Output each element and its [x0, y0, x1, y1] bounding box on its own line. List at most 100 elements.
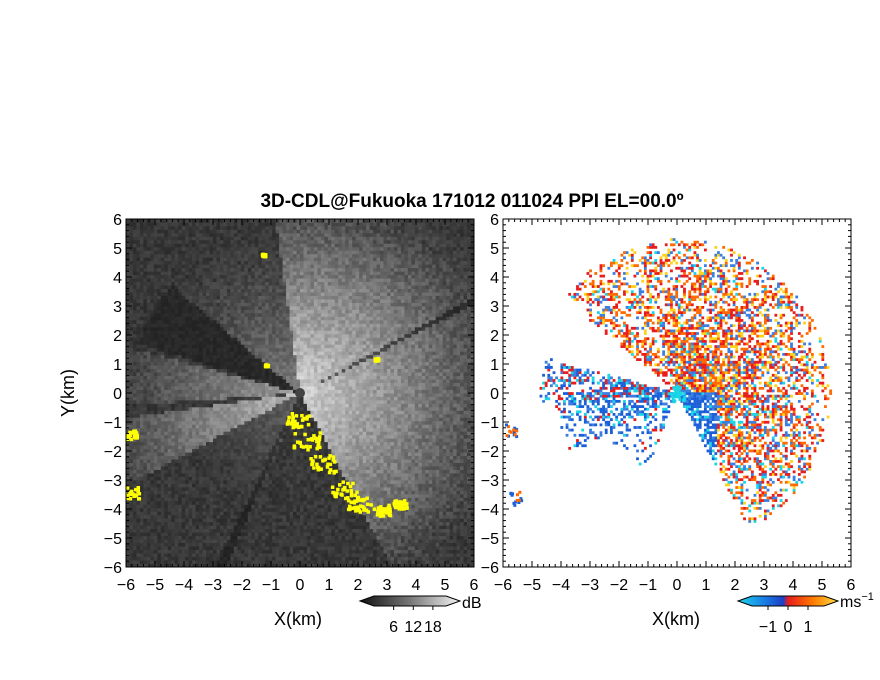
reflectivity-cell — [188, 292, 193, 296]
reflectivity-cell — [206, 302, 210, 307]
reflectivity-cell — [275, 493, 280, 498]
reflectivity-cell — [247, 382, 252, 387]
reflectivity-cell — [150, 267, 155, 272]
reflectivity-cell — [230, 403, 235, 408]
reflectivity-cell — [167, 309, 172, 314]
reflectivity-cell — [185, 497, 190, 502]
reflectivity-cell — [164, 500, 169, 505]
reflectivity-cell — [136, 441, 141, 446]
reflectivity-cell — [251, 347, 256, 352]
reflectivity-cell — [143, 243, 148, 248]
reflectivity-cell — [185, 528, 190, 533]
reflectivity-cell — [199, 326, 203, 331]
reflectivity-cell — [157, 379, 162, 383]
reflectivity-cell — [268, 424, 273, 429]
reflectivity-cell — [289, 323, 294, 328]
reflectivity-cell — [209, 514, 214, 519]
reflectivity-cell — [275, 427, 280, 432]
reflectivity-cell — [293, 399, 297, 404]
reflectivity-cell — [202, 413, 207, 418]
reflectivity-cell — [160, 323, 165, 328]
reflectivity-cell — [296, 497, 301, 502]
reflectivity-cell — [223, 312, 228, 317]
reflectivity-cell — [192, 351, 196, 356]
reflectivity-cell — [146, 253, 151, 258]
reflectivity-cell — [150, 386, 155, 390]
reflectivity-cell — [261, 539, 266, 544]
reflectivity-cell — [171, 264, 176, 269]
reflectivity-cell — [213, 253, 217, 258]
reflectivity-cell — [268, 556, 273, 561]
reflectivity-cell — [206, 438, 210, 443]
reflectivity-cell — [272, 253, 277, 258]
reflectivity-cell — [195, 393, 200, 397]
reflectivity-cell — [237, 368, 242, 373]
reflectivity-cell — [272, 389, 277, 394]
reflectivity-cell — [181, 469, 186, 474]
reflectivity-cell — [286, 351, 290, 356]
reflectivity-cell — [244, 500, 249, 505]
reflectivity-cell — [233, 511, 238, 516]
reflectivity-cell — [226, 288, 231, 293]
reflectivity-cell — [293, 299, 297, 303]
reflectivity-cell — [126, 459, 130, 463]
reflectivity-cell — [268, 403, 273, 408]
reflectivity-cell — [199, 459, 203, 463]
reflectivity-cell — [206, 556, 210, 561]
reflectivity-cell — [132, 532, 137, 537]
reflectivity-cell — [199, 281, 203, 286]
reflectivity-cell — [223, 354, 228, 359]
reflectivity-cell — [164, 525, 169, 530]
reflectivity-cell — [171, 368, 176, 373]
reflectivity-cell — [219, 490, 224, 495]
reflectivity-cell — [188, 347, 193, 352]
reflectivity-cell — [261, 452, 266, 457]
reflectivity-cell — [272, 504, 277, 509]
reflectivity-cell — [209, 511, 214, 516]
reflectivity-cell — [195, 309, 200, 314]
reflectivity-cell — [139, 493, 144, 498]
reflectivity-cell — [265, 473, 270, 477]
reflectivity-cell — [185, 469, 190, 474]
reflectivity-cell — [261, 344, 266, 349]
reflectivity-cell — [126, 504, 130, 509]
reflectivity-cell — [275, 292, 280, 296]
reflectivity-cell — [282, 452, 287, 457]
reflectivity-cell — [233, 292, 238, 296]
reflectivity-cell — [178, 389, 183, 394]
reflectivity-cell — [192, 326, 196, 331]
reflectivity-cell — [240, 410, 245, 415]
reflectivity-cell — [136, 403, 141, 408]
reflectivity-cell — [160, 274, 165, 279]
reflectivity-cell — [237, 417, 242, 422]
reflectivity-cell — [206, 417, 210, 422]
reflectivity-cell — [167, 222, 172, 227]
reflectivity-cell — [181, 309, 186, 314]
reflectivity-cell — [146, 514, 151, 519]
reflectivity-cell — [202, 368, 207, 373]
reflectivity-cell — [293, 546, 297, 550]
reflectivity-cell — [157, 518, 162, 523]
reflectivity-cell — [132, 459, 137, 463]
reflectivity-cell — [289, 302, 294, 307]
reflectivity-cell — [279, 480, 283, 484]
reflectivity-cell — [164, 382, 169, 387]
reflectivity-cell — [167, 379, 172, 383]
reflectivity-cell — [202, 337, 207, 342]
reflectivity-cell — [195, 497, 200, 502]
reflectivity-cell — [247, 260, 252, 265]
reflectivity-cell — [233, 278, 238, 283]
reflectivity-cell — [216, 379, 221, 383]
reflectivity-cell — [136, 316, 141, 321]
reflectivity-cell — [157, 326, 162, 331]
reflectivity-cell — [181, 466, 186, 470]
reflectivity-cell — [146, 511, 151, 516]
reflectivity-cell — [279, 399, 283, 404]
reflectivity-cell — [216, 323, 221, 328]
reflectivity-cell — [244, 466, 249, 470]
reflectivity-cell — [233, 351, 238, 356]
reflectivity-cell — [254, 438, 259, 443]
reflectivity-cell — [132, 549, 137, 554]
reflectivity-cell — [286, 250, 290, 255]
reflectivity-cell — [223, 344, 228, 349]
